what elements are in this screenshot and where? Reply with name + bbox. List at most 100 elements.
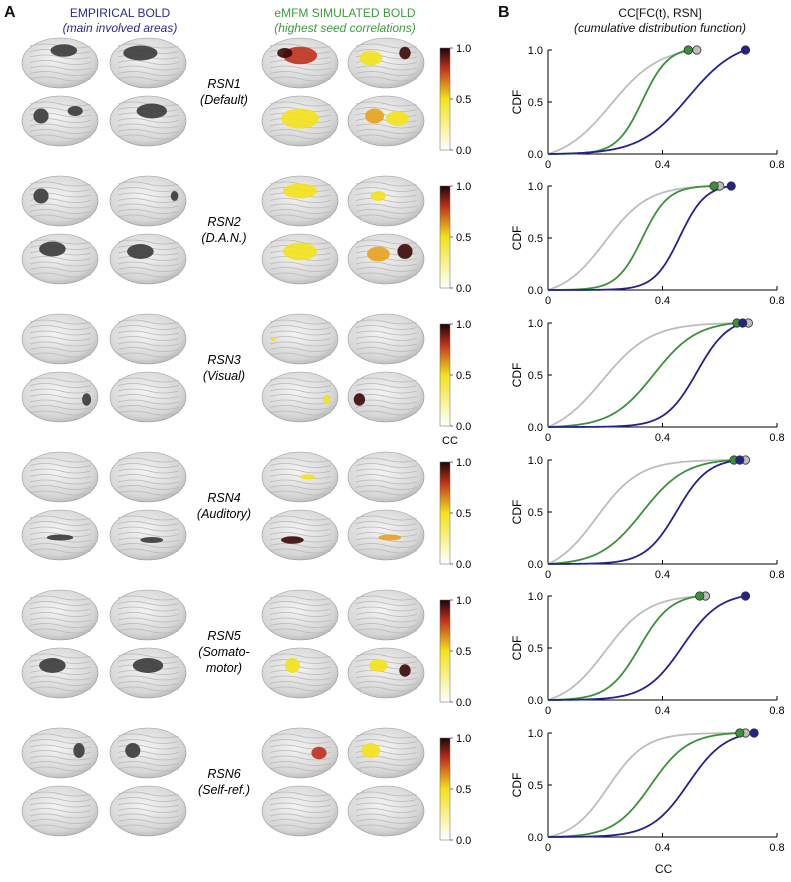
y-tick-label: 0.5 [528,507,543,519]
brain-render [347,589,425,641]
brain-render [21,727,99,779]
brain-region [311,746,327,760]
x-tick-label: 0 [545,432,551,444]
colorbar [439,599,451,703]
x-tick-label: 0.8 [769,705,784,717]
colorbar-tick: 0.5 [456,370,471,382]
brain-region [50,44,78,57]
rsn-label: RSN5 [207,629,240,643]
brain-render [261,313,339,365]
cdf-max-marker [735,728,745,738]
colorbar [439,461,451,565]
brain-render [261,509,339,561]
rsn-label: (Visual) [203,369,245,383]
brain-render [347,451,425,503]
rsn-label: RSN4 [207,491,240,505]
colorbar-tick: 0.5 [456,646,471,658]
brain-render [261,175,339,227]
rsn-label: (Somato- [198,645,249,659]
colorbar-tick: 1.0 [456,595,471,607]
brain-render [21,233,99,285]
brain-render [347,785,425,837]
brain-render [261,589,339,641]
cdf-series-line [548,459,740,565]
brain-render [261,451,339,503]
brain-region [82,393,92,406]
brain-region [125,743,141,758]
y-tick-label: 1.0 [528,591,543,603]
cdf-series-line [547,595,706,701]
colorbar-tick: 0.5 [456,232,471,244]
colorbar-tick: 0.5 [456,94,471,106]
cdf-plot: 1.0 0.5 0.00 0.4 0.8 CDF [510,45,785,171]
brain-render [21,371,99,423]
cdf-plot: 1.0 0.5 0.00 0.4 0.8 CDF [510,455,785,581]
x-tick-label: 0 [545,842,551,854]
colorbar-tick: 0.0 [456,283,471,295]
brain-render [109,451,187,503]
brain-figure: RSN1 (Default) RSN2 (D.A.N.) RSN3 (Visual) RSN… [21,37,471,847]
brain-render [21,37,99,89]
cdf-series-line [547,185,720,291]
brain-region [281,536,304,544]
rsn-label: RSN6 [207,767,240,781]
brain-render [347,233,425,285]
cdf-ylabel: CDF [510,363,524,388]
brain-region [46,534,74,541]
colorbar-tick: 0.5 [456,508,471,520]
colorbar-tick: 1.0 [456,319,471,331]
brain-region [39,658,66,673]
brain-render [21,95,99,147]
brain-region [140,537,164,543]
cdf-series-line [547,185,715,291]
y-tick-label: 0.0 [528,559,543,571]
cdf-ylabel: CDF [510,90,524,115]
empirical-subtitle: (main involved areas) [62,21,178,35]
brain-render [109,647,187,699]
y-tick-label: 1.0 [528,455,543,467]
colorbar-tick: 0.0 [456,421,471,433]
cdf-max-marker [738,318,748,328]
x-tick-label: 0.8 [769,842,784,854]
brain-region [277,48,293,58]
x-tick-label: 0.8 [769,432,784,444]
brain-region [323,394,330,405]
y-tick-label: 0.5 [528,97,543,109]
brain-region [300,474,316,480]
cdf-max-marker [740,45,751,55]
x-tick-label: 0.4 [655,842,670,854]
brain-region [282,183,318,199]
brain-render [109,95,187,147]
brain-render [261,727,339,779]
brain-render [109,313,187,365]
cdf-series-line [547,322,738,428]
y-tick-label: 0.0 [528,422,543,434]
y-tick-label: 1.0 [528,318,543,330]
y-tick-label: 0.5 [528,780,543,792]
brain-render [109,233,187,285]
brain-region [378,534,402,541]
colorbar [439,47,451,151]
brain-render [109,37,187,89]
brain-render [347,37,425,89]
empirical-title: EMPIRICAL BOLD [69,6,171,20]
cdf-series-line [548,185,732,291]
x-tick-label: 0 [545,569,551,581]
brain-render [21,647,99,699]
brain-region [136,103,167,119]
brain-render [261,233,339,285]
panel-b-letter: B [498,4,510,21]
x-tick-label: 0 [545,159,551,171]
brain-region [399,664,411,677]
brain-render [21,313,99,365]
colorbar-tick: 0.0 [456,697,471,709]
brain-region [132,658,164,673]
y-tick-label: 0.0 [528,149,543,161]
brain-region [370,191,386,201]
brain-render [347,727,425,779]
cdf-ylabel: CDF [510,773,524,798]
brain-render [347,647,425,699]
brain-render [109,371,187,423]
simulated-header: eMFM SIMULATED BOLD (highest seed correl… [250,6,440,36]
cdf-ylabel: CDF [510,500,524,525]
